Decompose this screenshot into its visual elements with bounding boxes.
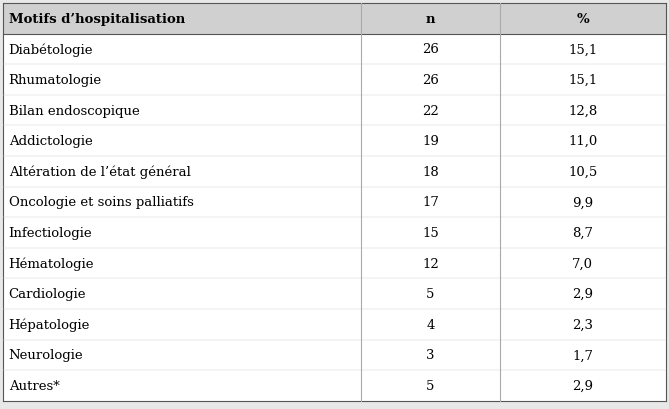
Text: 26: 26: [422, 43, 439, 56]
Text: 10,5: 10,5: [568, 166, 597, 178]
Bar: [3, 65, 666, 96]
Text: 5: 5: [426, 288, 435, 301]
Bar: [3, 4, 666, 35]
Bar: [3, 126, 666, 157]
Text: Diabétologie: Diabétologie: [9, 43, 93, 56]
Bar: [3, 187, 666, 218]
Text: 17: 17: [422, 196, 439, 209]
Text: 8,7: 8,7: [573, 227, 593, 239]
Text: 18: 18: [422, 166, 439, 178]
Text: Motifs d’hospitalisation: Motifs d’hospitalisation: [9, 13, 185, 26]
Text: n: n: [425, 13, 436, 26]
Text: Cardiologie: Cardiologie: [9, 288, 86, 301]
Text: 26: 26: [422, 74, 439, 87]
Text: 7,0: 7,0: [573, 257, 593, 270]
Text: 22: 22: [422, 104, 439, 117]
Text: 9,9: 9,9: [572, 196, 593, 209]
Bar: [3, 218, 666, 248]
Text: 2,9: 2,9: [573, 288, 593, 301]
Text: 2,9: 2,9: [573, 379, 593, 392]
Bar: [3, 279, 666, 309]
Text: 11,0: 11,0: [568, 135, 597, 148]
Text: Hématologie: Hématologie: [9, 257, 94, 270]
Text: Oncologie et soins palliatifs: Oncologie et soins palliatifs: [9, 196, 193, 209]
Text: 19: 19: [422, 135, 439, 148]
Text: 5: 5: [426, 379, 435, 392]
Bar: [3, 35, 666, 65]
Bar: [3, 340, 666, 370]
Bar: [3, 157, 666, 187]
Text: 2,3: 2,3: [573, 318, 593, 331]
Text: 1,7: 1,7: [573, 348, 593, 362]
Bar: [3, 248, 666, 279]
Text: Neurologie: Neurologie: [9, 348, 84, 362]
Text: Bilan endoscopique: Bilan endoscopique: [9, 104, 139, 117]
Text: 12,8: 12,8: [568, 104, 597, 117]
Text: 12: 12: [422, 257, 439, 270]
Text: Addictologie: Addictologie: [9, 135, 92, 148]
Text: Altération de l’état général: Altération de l’état général: [9, 165, 191, 179]
Bar: [3, 309, 666, 340]
Bar: [3, 96, 666, 126]
Text: %: %: [577, 13, 589, 26]
Text: Hépatologie: Hépatologie: [9, 318, 90, 331]
Text: 3: 3: [426, 348, 435, 362]
Text: 15,1: 15,1: [568, 43, 597, 56]
Text: Autres*: Autres*: [9, 379, 60, 392]
Text: Infectiologie: Infectiologie: [9, 227, 92, 239]
Text: 15: 15: [422, 227, 439, 239]
Bar: [3, 370, 666, 401]
Text: 4: 4: [426, 318, 435, 331]
Text: 15,1: 15,1: [568, 74, 597, 87]
Text: Rhumatologie: Rhumatologie: [9, 74, 102, 87]
